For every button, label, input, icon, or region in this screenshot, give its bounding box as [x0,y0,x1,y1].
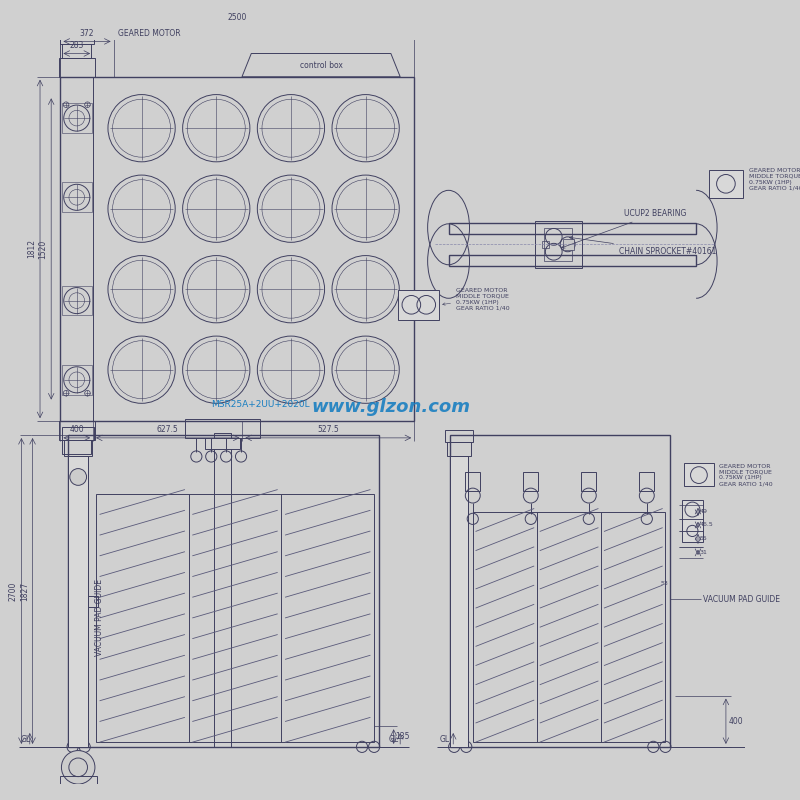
Bar [62,426,94,440]
Text: 2700: 2700 [9,582,18,601]
Bar [545,227,572,261]
Bar [62,286,92,315]
Bar [684,463,714,486]
Text: 31: 31 [700,550,708,555]
Bar [563,238,574,250]
Bar [466,472,480,491]
Text: 2500: 2500 [228,13,247,22]
Bar [450,457,468,747]
Text: control box: control box [300,61,342,70]
Bar [58,58,95,77]
Bar [214,434,231,747]
Bar [445,430,473,442]
Bar [89,596,98,607]
Text: GL: GL [389,735,399,744]
Bar [61,77,414,421]
Bar [68,435,378,747]
Bar [205,438,240,449]
Text: 400: 400 [70,425,84,434]
Text: VACUUM PAD GUIDE: VACUUM PAD GUIDE [702,595,780,604]
Bar [523,472,538,491]
Bar [62,103,92,133]
Bar [639,472,654,491]
Bar [450,435,670,747]
Circle shape [62,750,95,784]
Text: GEARED MOTOR
MIDDLE TORQUE
0.75KW (1HP)
GEAR RATIO 1/40: GEARED MOTOR MIDDLE TORQUE 0.75KW (1HP) … [442,288,510,310]
Text: 400: 400 [729,717,743,726]
Text: 1827: 1827 [20,582,29,601]
Bar [62,365,92,394]
Text: 1520: 1520 [38,239,47,258]
Text: 46.5: 46.5 [700,522,714,527]
Bar [449,254,696,266]
Text: GL: GL [439,735,450,744]
Bar [64,440,92,457]
Bar [449,223,696,234]
Text: MSR25A+2UU+2020L: MSR25A+2UU+2020L [211,400,310,409]
Text: 372: 372 [80,29,94,38]
Bar [398,290,439,320]
Bar [582,472,596,491]
Text: VACUUM PAD GUIDE: VACUUM PAD GUIDE [95,579,104,657]
Bar [68,457,89,747]
Text: 53: 53 [661,582,669,586]
Text: UCUP2 BEARING: UCUP2 BEARING [562,210,686,248]
Text: 527.5: 527.5 [318,425,339,434]
Text: 55: 55 [700,536,708,542]
Text: 627.5: 627.5 [157,425,178,434]
Circle shape [70,469,86,486]
Text: GL: GL [21,735,30,744]
Bar [59,776,97,789]
Bar [62,440,91,454]
Bar [186,419,260,438]
Bar [535,221,582,267]
Bar [62,44,91,58]
Bar [446,442,471,457]
Bar [682,500,702,542]
Bar [58,421,95,440]
Text: 135: 135 [395,732,410,741]
Circle shape [65,790,91,800]
Bar [61,77,93,421]
Text: www.glzon.com: www.glzon.com [311,398,470,416]
Bar [709,170,742,198]
Bar [473,512,666,742]
Text: 283: 283 [70,41,84,50]
Text: CHAIN SPROCKET#40161: CHAIN SPROCKET#40161 [570,236,716,256]
Text: 49: 49 [700,510,708,514]
Text: GEARED MOTOR
MIDDLE TORQUE
0.75KW (1HP)
GEAR RATIO 1/40: GEARED MOTOR MIDDLE TORQUE 0.75KW (1HP) … [719,464,773,486]
Bar [59,35,94,44]
Bar [68,457,89,747]
Bar [96,494,374,742]
Bar [62,182,92,212]
Bar [542,241,549,248]
Text: 1812: 1812 [27,239,36,258]
Text: GEARED MOTOR
MIDDLE TORQUE
0.75KW (1HP)
GEAR RATIO 1/40: GEARED MOTOR MIDDLE TORQUE 0.75KW (1HP) … [749,168,800,190]
Text: GEARED MOTOR: GEARED MOTOR [118,29,181,38]
Bar [450,457,468,747]
